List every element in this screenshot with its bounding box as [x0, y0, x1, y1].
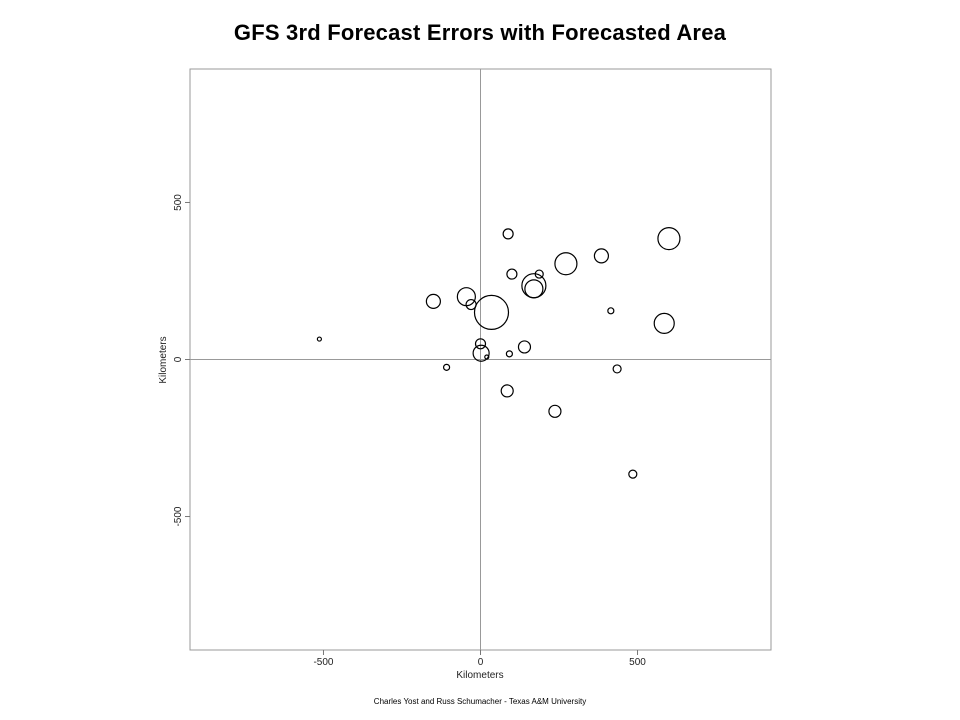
data-point: [657, 226, 681, 251]
y-tick-label: 500: [173, 194, 184, 211]
data-point: [612, 364, 622, 374]
chart-title: GFS 3rd Forecast Errors with Forecasted …: [233, 20, 727, 45]
data-point: [607, 307, 615, 315]
data-point: [500, 384, 514, 398]
data-point: [548, 404, 562, 418]
data-point: [316, 336, 322, 342]
data-point: [474, 338, 487, 350]
y-axis: -500 0 500: [173, 194, 190, 527]
data-points: [316, 226, 681, 479]
reference-lines: [190, 69, 771, 650]
y-tick-label: 0: [173, 356, 184, 362]
data-point: [628, 469, 638, 479]
data-point: [593, 248, 610, 264]
y-axis-label: Kilometers: [158, 336, 169, 383]
data-point: [502, 228, 514, 240]
y-tick-label: -500: [173, 506, 184, 526]
data-point: [472, 344, 490, 362]
credit-text: Charles Yost and Russ Schumacher - Texas…: [373, 697, 587, 706]
data-point: [442, 363, 451, 371]
x-axis-label: Kilometers: [456, 670, 503, 681]
data-point: [554, 252, 578, 276]
x-tick-label: 0: [478, 657, 484, 668]
data-point: [506, 268, 518, 280]
data-point: [517, 340, 532, 354]
x-tick-label: 500: [629, 657, 646, 668]
x-axis: -500 0 500: [313, 650, 646, 668]
data-point: [473, 294, 510, 330]
data-point: [425, 293, 441, 309]
data-point: [524, 279, 544, 299]
data-point: [653, 312, 675, 334]
x-tick-label: -500: [313, 657, 333, 668]
data-point: [505, 350, 513, 358]
data-point: [484, 354, 490, 360]
